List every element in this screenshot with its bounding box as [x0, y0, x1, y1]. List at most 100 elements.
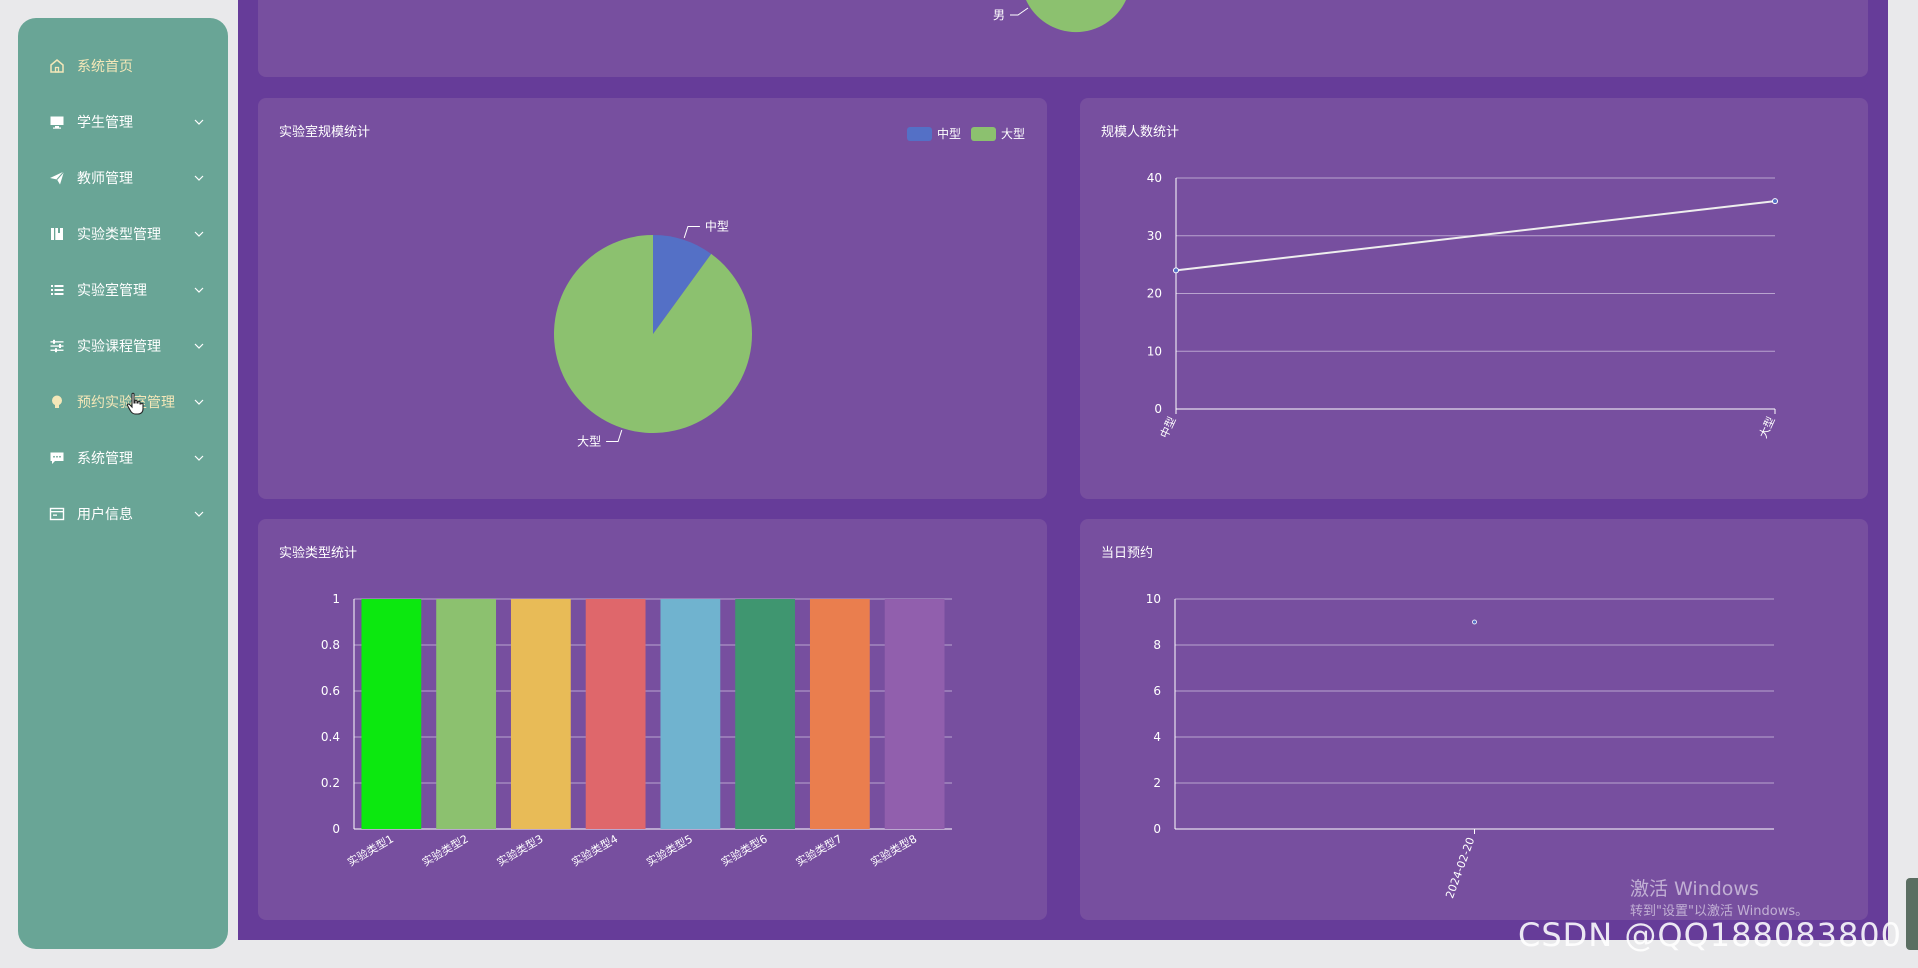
pie-slice: [554, 235, 752, 433]
gender-pie-chart: 男: [993, 0, 1126, 33]
x-tick-label: 实验类型1: [345, 831, 396, 869]
id-card-icon: [48, 505, 66, 523]
windows-activation-title: 激活 Windows: [1630, 878, 1759, 900]
home-icon: [48, 57, 66, 75]
bar: [809, 599, 870, 829]
sidebar-item-label: 系统管理: [77, 451, 133, 467]
paper-plane-icon: [48, 169, 66, 187]
x-tick-label: 实验类型7: [793, 831, 844, 869]
sidebar-item-students[interactable]: 学生管理: [18, 102, 228, 142]
experiment-type-bar-chart: 0 0.2 0.4 0.6 0.8 1 实验类型1 实验类型2 实验类型3 实验类型4 实验类型5 实…: [321, 592, 952, 869]
y-tick-label: 10: [1147, 344, 1162, 358]
scrollbar-handle[interactable]: [1906, 878, 1918, 950]
pie-label-line: [606, 429, 623, 442]
sidebar-item-courses[interactable]: 实验课程管理: [18, 326, 228, 366]
sidebar-item-label: 实验课程管理: [77, 339, 161, 355]
chevron-down-icon: [192, 119, 206, 125]
chat-icon: [48, 449, 66, 467]
pie-label-male: 男: [993, 8, 1005, 22]
x-tick-label: 实验类型5: [644, 831, 695, 869]
panel-title: 当日预约: [1101, 546, 1154, 561]
x-tick-label: 中型: [1157, 414, 1179, 440]
x-tick-label: 2024-02-20: [1443, 836, 1477, 901]
panel-title: 实验类型统计: [279, 546, 358, 561]
bar: [510, 599, 571, 829]
chevron-down-icon: [192, 455, 206, 461]
x-tick-label: 实验类型6: [718, 831, 769, 869]
chevron-down-icon: [192, 175, 206, 181]
y-tick-label: 0: [1153, 822, 1161, 836]
sidebar-item-system[interactable]: 系统管理: [18, 438, 228, 478]
chevron-down-icon: [192, 287, 206, 293]
data-point: [1173, 267, 1179, 274]
bar: [585, 599, 646, 829]
y-tick-label: 40: [1147, 171, 1162, 185]
data-point: [1772, 198, 1778, 205]
sidebar-item-experiment-types[interactable]: 实验类型管理: [18, 214, 228, 254]
sidebar-item-label: 学生管理: [77, 115, 133, 131]
pie-label-line: [1010, 7, 1029, 16]
book-icon: [48, 225, 66, 243]
bar: [361, 599, 422, 829]
x-tick-label: 实验类型4: [569, 831, 620, 869]
legend-label: 大型: [1001, 127, 1025, 141]
x-tick-label: 实验类型3: [494, 831, 545, 869]
x-tick-label: 大型: [1756, 414, 1778, 440]
scale-people-panel: 规模人数统计 0 10 20 30 40 中型 大型: [1080, 98, 1868, 499]
y-tick-label: 0.2: [321, 776, 340, 790]
x-tick-label: 实验类型8: [868, 831, 919, 869]
bar: [884, 599, 945, 829]
pie-slice: [653, 235, 712, 334]
list-icon: [48, 281, 66, 299]
monitor-icon: [48, 113, 66, 131]
lightbulb-icon: [48, 393, 66, 411]
today-reservation-panel: 当日预约 0 2 4 6 8 10 2024-02-20: [1080, 519, 1868, 920]
sidebar: 系统首页 学生管理 教师管理 实验类型管理 实验室管理 实验课程管理: [18, 18, 228, 949]
chevron-down-icon: [192, 399, 206, 405]
hand-cursor-icon: [126, 392, 144, 415]
y-tick-label: 0: [332, 822, 340, 836]
sidebar-item-reservations[interactable]: 预约实验室管理: [18, 382, 228, 422]
legend-swatch: [907, 127, 932, 141]
gender-chart-panel: 男: [258, 0, 1868, 77]
sidebar-item-label: 系统首页: [77, 59, 133, 75]
sidebar-item-home[interactable]: 系统首页: [18, 46, 228, 86]
y-tick-label: 2: [1153, 776, 1161, 790]
sidebar-item-labs[interactable]: 实验室管理: [18, 270, 228, 310]
y-tick-label: 10: [1146, 592, 1161, 606]
y-tick-label: 8: [1153, 638, 1161, 652]
y-tick-label: 30: [1147, 229, 1162, 243]
today-reservation-chart: 0 2 4 6 8 10 2024-02-20: [1146, 592, 1774, 901]
y-tick-label: 1: [332, 592, 340, 606]
sliders-icon: [48, 337, 66, 355]
pie-label-line: [683, 226, 700, 239]
chevron-down-icon: [192, 231, 206, 237]
legend-swatch: [971, 127, 996, 141]
sidebar-item-label: 预约实验室管理: [77, 395, 175, 411]
pie-slice-male: [1026, 0, 1126, 33]
y-tick-label: 0.6: [321, 684, 340, 698]
x-tick-label: 实验类型2: [419, 831, 470, 869]
pie-slice-label: 大型: [577, 434, 601, 448]
bar: [735, 599, 796, 829]
y-tick-label: 0.8: [321, 638, 340, 652]
windows-activation-hint: 转到"设置"以激活 Windows。: [1630, 904, 1809, 919]
sidebar-item-user-info[interactable]: 用户信息: [18, 494, 228, 534]
y-tick-label: 6: [1153, 684, 1161, 698]
sidebar-item-teachers[interactable]: 教师管理: [18, 158, 228, 198]
scale-people-line-chart: 0 10 20 30 40 中型 大型: [1147, 171, 1778, 440]
chevron-down-icon: [192, 343, 206, 349]
sidebar-item-label: 实验类型管理: [77, 227, 161, 243]
panel-title: 实验室规模统计: [279, 125, 371, 140]
lab-scale-panel: 实验室规模统计 中型 大型 中型 大型: [258, 98, 1047, 499]
bar: [660, 599, 721, 829]
data-point: [1472, 619, 1477, 625]
csdn-watermark: CSDN @QQ188083800: [1518, 916, 1903, 954]
bar: [436, 599, 497, 829]
y-tick-label: 20: [1147, 287, 1162, 301]
experiment-type-panel: 实验类型统计 0 0.2 0.4 0.6 0.8 1 实验类型1 实验类型2 实验类型3 实验类型…: [258, 519, 1047, 920]
y-tick-label: 0.4: [321, 730, 340, 744]
y-tick-label: 0: [1154, 402, 1162, 416]
y-tick-label: 4: [1153, 730, 1161, 744]
